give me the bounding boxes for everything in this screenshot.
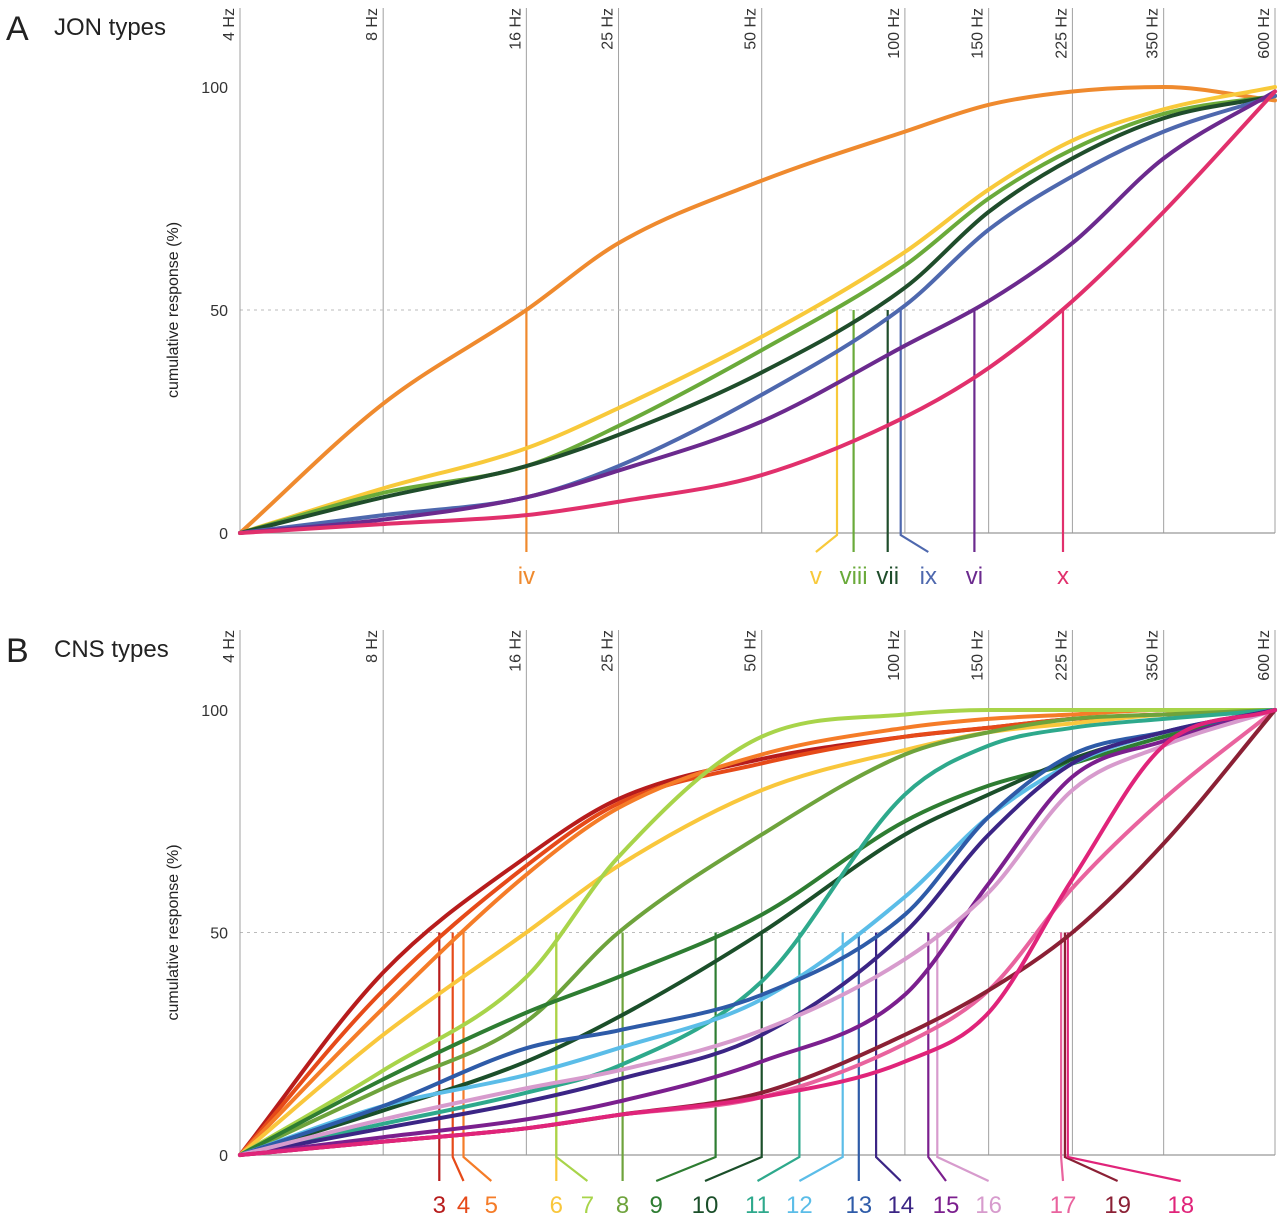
y-tick-label: 50 bbox=[210, 303, 228, 320]
y-tick-label: 50 bbox=[210, 926, 228, 943]
series-label-v: v bbox=[810, 563, 822, 590]
series-label-9: 9 bbox=[650, 1192, 663, 1219]
panel-title: JON types bbox=[54, 14, 166, 41]
series-line-16 bbox=[238, 708, 1277, 1157]
series-line-6 bbox=[238, 708, 1277, 1157]
series-label-7: 7 bbox=[581, 1192, 594, 1219]
series-label-19: 19 bbox=[1104, 1192, 1131, 1219]
series-label-15: 15 bbox=[933, 1192, 960, 1219]
frequency-tick-label: 16 Hz bbox=[507, 630, 524, 672]
series-label-13: 13 bbox=[845, 1192, 872, 1219]
series-line-11 bbox=[238, 708, 1277, 1157]
series-line-18 bbox=[238, 708, 1277, 1157]
half-marker-17 bbox=[1060, 932, 1065, 1182]
frequency-tick-label: 350 Hz bbox=[1145, 630, 1162, 681]
y-tick-label: 0 bbox=[219, 526, 228, 543]
half-marker-5 bbox=[462, 932, 493, 1182]
panel-letter: B bbox=[6, 632, 29, 670]
series-line-8 bbox=[238, 708, 1277, 1157]
panel-letter: A bbox=[6, 10, 29, 48]
half-marker-9 bbox=[655, 932, 717, 1183]
series-line-vi bbox=[238, 89, 1277, 535]
frequency-tick-label: 350 Hz bbox=[1145, 8, 1162, 59]
series-line-15 bbox=[238, 708, 1277, 1157]
frequency-tick-label: 4 Hz bbox=[221, 8, 238, 41]
panel-title: CNS types bbox=[54, 636, 169, 663]
half-marker-4 bbox=[451, 932, 465, 1182]
series-label-8: 8 bbox=[616, 1192, 629, 1219]
half-marker-14 bbox=[875, 932, 902, 1182]
series-label-17: 17 bbox=[1050, 1192, 1077, 1219]
y-tick-label: 0 bbox=[219, 1148, 228, 1165]
series-line-5 bbox=[238, 707, 1277, 1157]
series-label-14: 14 bbox=[887, 1192, 914, 1219]
series-line-9 bbox=[238, 708, 1277, 1157]
series-label-5: 5 bbox=[485, 1192, 498, 1219]
series-label-16: 16 bbox=[975, 1192, 1002, 1219]
series-label-iv: iv bbox=[518, 563, 535, 590]
frequency-tick-label: 225 Hz bbox=[1053, 630, 1070, 681]
frequency-tick-label: 8 Hz bbox=[364, 8, 381, 41]
series-label-vi: vi bbox=[966, 563, 983, 590]
half-marker-12 bbox=[798, 932, 844, 1182]
series-line-x bbox=[238, 89, 1277, 535]
frequency-tick-label: 50 Hz bbox=[743, 8, 760, 50]
series-label-11: 11 bbox=[745, 1192, 770, 1219]
frequency-tick-label: 100 Hz bbox=[886, 630, 903, 681]
y-axis-label: cumulative response (%) bbox=[165, 844, 182, 1020]
series-label-4: 4 bbox=[457, 1192, 470, 1219]
y-tick-label: 100 bbox=[201, 80, 228, 97]
half-marker-7 bbox=[555, 932, 589, 1182]
half-marker-11 bbox=[756, 932, 801, 1182]
frequency-tick-label: 50 Hz bbox=[743, 630, 760, 672]
frequency-tick-label: 25 Hz bbox=[600, 8, 617, 50]
frequency-tick-label: 4 Hz bbox=[221, 630, 238, 663]
series-curves bbox=[238, 85, 1277, 535]
frequency-tick-label: 600 Hz bbox=[1256, 8, 1273, 59]
panel-a: A JON types 4 Hz 8 Hz 16 Hz 25 Hz 50 Hz 100 Hz 1… bbox=[6, 8, 1277, 590]
series-label-viii: viii bbox=[840, 563, 868, 590]
series-line-iv bbox=[238, 85, 1277, 535]
series-line-ix bbox=[238, 93, 1277, 535]
half-marker-15 bbox=[927, 932, 947, 1182]
y-axis-label: cumulative response (%) bbox=[165, 222, 182, 398]
half-marker-ix bbox=[899, 310, 929, 553]
panel-b: B CNS types 4 Hz 8 Hz 16 Hz 25 Hz 50 Hz 100 Hz 1… bbox=[6, 630, 1277, 1219]
series-line-14 bbox=[238, 708, 1277, 1157]
series-line-viii bbox=[238, 93, 1277, 535]
half-frequency-markers bbox=[438, 932, 1181, 1183]
frequency-tick-label: 150 Hz bbox=[970, 630, 987, 681]
frequency-tick-label: 600 Hz bbox=[1256, 630, 1273, 681]
series-label-vii: vii bbox=[876, 563, 899, 590]
frequency-tick-label: 150 Hz bbox=[970, 8, 987, 59]
half-marker-18 bbox=[1066, 932, 1181, 1183]
series-label-3: 3 bbox=[433, 1192, 446, 1219]
frequency-tick-label: 16 Hz bbox=[507, 8, 524, 50]
series-label-10: 10 bbox=[692, 1192, 719, 1219]
series-label-6: 6 bbox=[550, 1192, 563, 1219]
series-label-12: 12 bbox=[786, 1192, 813, 1219]
frequency-tick-label: 25 Hz bbox=[600, 630, 617, 672]
frequency-tick-label: 100 Hz bbox=[886, 8, 903, 59]
half-marker-v bbox=[815, 310, 839, 553]
series-label-x: x bbox=[1057, 563, 1069, 590]
y-tick-label: 100 bbox=[201, 703, 228, 720]
series-label-ix: ix bbox=[920, 563, 937, 590]
half-marker-19 bbox=[1063, 932, 1119, 1183]
series-line-7 bbox=[238, 707, 1277, 1157]
frequency-tick-label: 8 Hz bbox=[364, 630, 381, 663]
half-marker-16 bbox=[936, 932, 990, 1182]
series-label-18: 18 bbox=[1167, 1192, 1194, 1219]
series-curves bbox=[238, 707, 1277, 1157]
series-line-13 bbox=[238, 708, 1277, 1157]
series-line-vii bbox=[238, 93, 1277, 535]
frequency-tick-label: 225 Hz bbox=[1053, 8, 1070, 59]
series-line-v bbox=[238, 85, 1277, 535]
half-marker-10 bbox=[704, 932, 763, 1183]
